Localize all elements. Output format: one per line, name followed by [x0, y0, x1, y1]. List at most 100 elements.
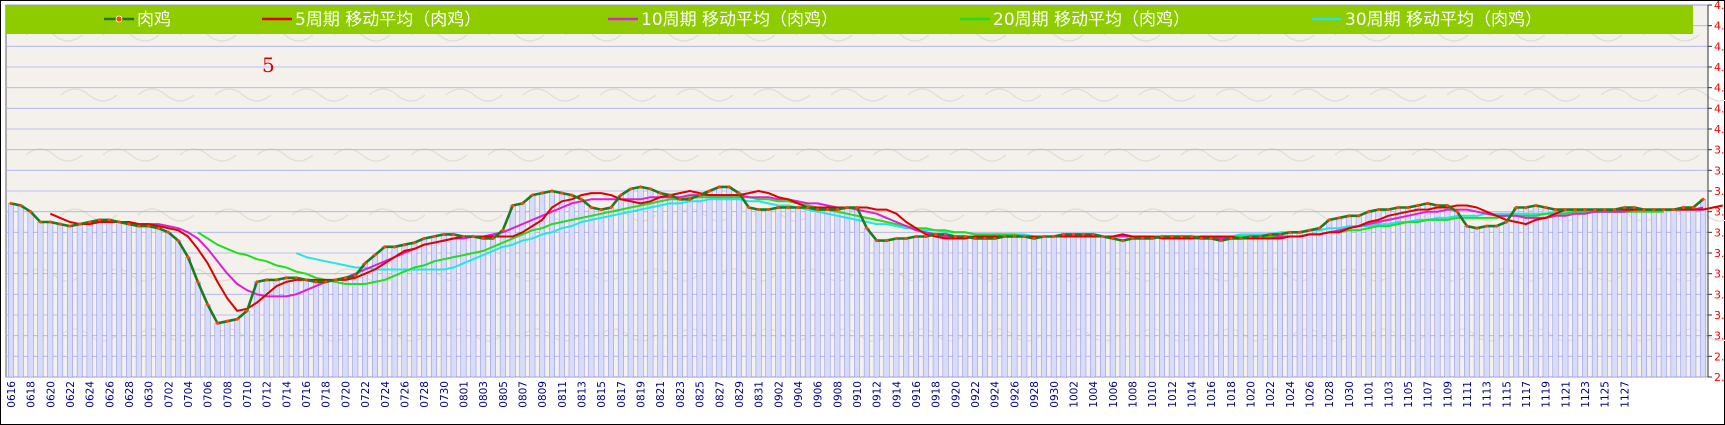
- bar-mark: [185, 256, 191, 378]
- background-texture-stroke: [907, 208, 965, 222]
- x-tick-label: 0726: [399, 381, 411, 408]
- main-series-marker: [1622, 205, 1626, 210]
- bar-mark: [37, 221, 44, 378]
- main-series-marker: [137, 224, 141, 228]
- main-series-marker: [304, 278, 308, 282]
- main-series-marker: [1347, 214, 1351, 218]
- bar-mark: [214, 323, 221, 378]
- bar-mark: [490, 238, 496, 378]
- main-series-marker: [924, 234, 928, 239]
- bar-mark: [1582, 209, 1588, 378]
- background-texture-stroke: [753, 328, 811, 342]
- x-tick-label: 0706: [203, 381, 215, 408]
- bar-mark: [1365, 211, 1372, 378]
- main-series-marker: [68, 224, 72, 228]
- bar-mark: [460, 236, 467, 378]
- bar-mark: [106, 219, 113, 378]
- main-series-marker: [1642, 208, 1646, 212]
- y-tick-label: 4.20: [1714, 82, 1725, 95]
- main-series-marker: [1691, 205, 1695, 210]
- background-texture-stroke: [487, 148, 545, 162]
- bar-mark: [922, 236, 929, 378]
- x-tick-label: 0829: [734, 381, 746, 408]
- bar-mark: [1070, 234, 1077, 378]
- main-series-marker: [540, 191, 544, 195]
- background-texture-stroke: [1026, 148, 1084, 162]
- background-texture-stroke: [1138, 208, 1196, 222]
- background-texture-stroke: [1180, 148, 1238, 162]
- background-texture-stroke: [102, 148, 160, 162]
- bar-mark: [1060, 234, 1067, 378]
- main-series-marker: [1268, 232, 1272, 236]
- x-tick-label: 1022: [1265, 381, 1277, 408]
- bar-mark: [431, 236, 437, 378]
- main-series-marker: [579, 197, 584, 201]
- x-tick-label: 1105: [1403, 381, 1415, 408]
- main-series-marker: [1416, 203, 1420, 208]
- main-series-marker: [717, 185, 721, 189]
- main-series-marker: [875, 239, 879, 243]
- background-texture-stroke: [214, 208, 272, 222]
- main-series-marker: [1012, 234, 1017, 239]
- x-tick-label: 0817: [616, 381, 628, 408]
- main-series-marker: [737, 191, 741, 195]
- main-series-marker: [1170, 234, 1174, 239]
- x-tick-label: 0708: [222, 381, 234, 408]
- main-series-marker: [1248, 234, 1253, 239]
- main-series-marker: [1101, 234, 1105, 239]
- bar-mark: [844, 207, 851, 378]
- main-series-marker: [1386, 208, 1390, 212]
- x-tick-label: 0803: [478, 381, 490, 408]
- main-series-marker: [19, 203, 23, 208]
- y-tick-label: 4.30: [1714, 61, 1725, 74]
- background-texture-stroke: [368, 88, 426, 102]
- bar-mark: [1149, 238, 1156, 378]
- main-series-marker: [697, 193, 702, 197]
- bar-mark: [244, 310, 250, 378]
- main-series-marker: [156, 226, 161, 230]
- x-tick-label: 0928: [1029, 381, 1041, 408]
- main-series-marker: [884, 239, 889, 243]
- main-series-marker: [38, 220, 43, 224]
- bar-mark: [1454, 211, 1461, 378]
- x-tick-label: 1028: [1324, 381, 1336, 408]
- bar-mark: [1473, 227, 1480, 378]
- bar-mark: [854, 207, 860, 378]
- x-tick-label: 1127: [1619, 381, 1631, 408]
- main-series-marker: [58, 222, 62, 226]
- bar-mark: [1552, 209, 1559, 378]
- main-series-marker: [658, 191, 662, 195]
- bar-mark: [755, 209, 762, 378]
- y-tick-label: 4.60: [1714, 0, 1725, 12]
- bar-mark: [1178, 236, 1185, 378]
- bar-mark: [362, 263, 369, 378]
- main-series-marker: [629, 187, 633, 191]
- y-tick-label: 3.90: [1714, 144, 1725, 157]
- bar-mark: [696, 194, 703, 378]
- background-texture-stroke: [1334, 148, 1392, 162]
- bar-mark: [1031, 238, 1038, 378]
- background-texture-stroke: [179, 148, 237, 162]
- x-tick-label: 1018: [1226, 381, 1238, 408]
- x-tick-label: 1103: [1383, 381, 1395, 408]
- main-series-marker: [1337, 216, 1341, 220]
- bar-mark: [273, 279, 280, 378]
- main-series-marker: [393, 245, 397, 249]
- bar-mark: [1139, 238, 1146, 378]
- bar-mark: [135, 225, 142, 378]
- main-series-marker: [215, 321, 220, 325]
- main-series-marker: [117, 220, 121, 224]
- main-series-marker: [1002, 234, 1007, 239]
- x-tick-label: 0704: [183, 381, 195, 408]
- y-tick-label: 3.70: [1714, 185, 1725, 198]
- x-tick-label: 1119: [1541, 381, 1553, 408]
- background-texture-stroke: [1215, 328, 1273, 342]
- background-texture-stroke: [984, 208, 1042, 222]
- bar-mark: [1257, 236, 1264, 378]
- background-texture-stroke: [872, 268, 930, 282]
- bar-mark: [1277, 234, 1283, 378]
- bar-mark: [1650, 209, 1657, 378]
- main-series-marker: [1376, 208, 1381, 212]
- bar-mark: [283, 277, 290, 378]
